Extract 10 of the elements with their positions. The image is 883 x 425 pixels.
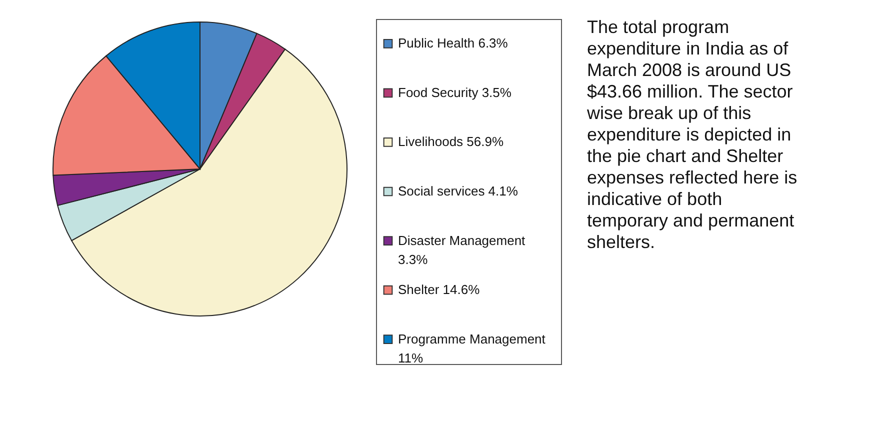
- legend-label: Social services 4.1%: [398, 184, 518, 198]
- data-label: 11%: [398, 350, 424, 366]
- legend-label: Livelihoods 56.9%: [398, 134, 504, 150]
- text: The total program expenditure in India as of March 2008 is around US $43.66 million. The sector wise break up of this expenditure is depicted in the pie chart and Shelter expenses reflected here is indicative of both temporary and permanent shelters.: [587, 17, 798, 252]
- legend-label: Public Health 6.3%: [398, 36, 508, 51]
- legend-label: Programme Management: [398, 331, 546, 346]
- legend-label: Food Security 3.5%: [398, 84, 512, 100]
- legend-label: Shelter 14.6%: [398, 282, 480, 298]
- legend-label: Disaster Management: [398, 232, 526, 248]
- data-label: 3.3%: [398, 252, 428, 267]
